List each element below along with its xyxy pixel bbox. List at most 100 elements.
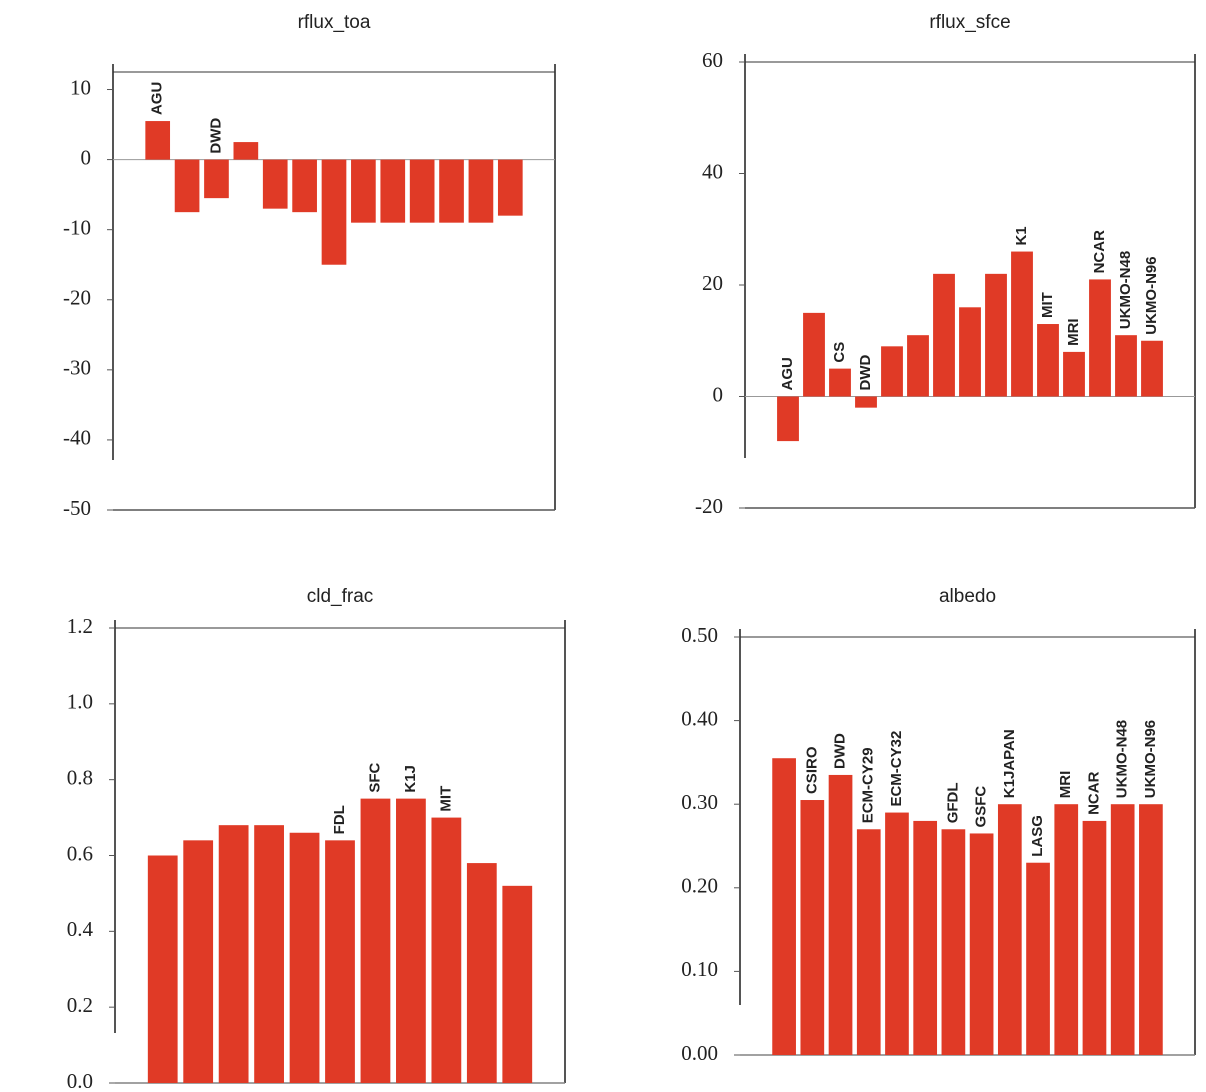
- bar: [233, 142, 259, 160]
- category-label: NCAR: [1091, 230, 1108, 273]
- y-tick-label: -20: [63, 286, 91, 310]
- bar: [174, 159, 200, 213]
- bar: [969, 833, 994, 1055]
- chart-title: rflux_sfce: [929, 12, 1010, 33]
- y-tick-label: -30: [63, 356, 91, 380]
- category-label: UKMO-N96: [1143, 256, 1160, 334]
- bar: [396, 798, 426, 1083]
- bar: [1082, 820, 1107, 1055]
- category-label: AGU: [779, 357, 796, 390]
- category-label: LASG: [1029, 815, 1046, 857]
- bar: [997, 804, 1022, 1055]
- bar: [941, 829, 966, 1055]
- y-tick-label: 0.6: [67, 841, 93, 865]
- chart-title: albedo: [939, 586, 996, 607]
- category-label: K1J: [402, 765, 419, 793]
- bar: [959, 307, 981, 397]
- category-label: AGU: [149, 82, 166, 115]
- bar: [1026, 862, 1050, 1055]
- bar: [907, 335, 929, 397]
- bar: [497, 159, 523, 216]
- y-tick-label: -10: [63, 215, 91, 239]
- category-label: UKMO-N48: [1114, 720, 1131, 798]
- y-tick-label: -50: [63, 496, 91, 520]
- bar: [466, 863, 497, 1083]
- y-tick-label: 0.50: [681, 623, 718, 647]
- bar: [933, 273, 955, 397]
- bar: [147, 855, 178, 1083]
- chart-title: cld_frac: [307, 586, 374, 607]
- y-tick-label: 0.10: [681, 957, 718, 981]
- bar: [183, 840, 214, 1083]
- category-label: MIT: [437, 786, 454, 812]
- bar: [204, 159, 229, 199]
- category-label: CS: [831, 342, 848, 363]
- category-label: ECM-CY29: [860, 747, 877, 823]
- bar: [439, 159, 464, 223]
- y-tick-label: 0.00: [681, 1041, 718, 1065]
- bar: [881, 346, 903, 397]
- category-label: K1JAPAN: [1001, 729, 1018, 798]
- y-tick-label: 40: [702, 159, 723, 183]
- category-label: DWD: [832, 733, 849, 769]
- bar: [1089, 279, 1111, 397]
- y-tick-label: 20: [702, 271, 723, 295]
- bar: [254, 825, 284, 1083]
- category-label: GFDL: [944, 782, 961, 823]
- bar: [1011, 251, 1033, 397]
- bar: [800, 800, 825, 1055]
- bar: [409, 159, 435, 223]
- bar: [262, 159, 288, 209]
- y-tick-label: 0.0: [67, 1069, 93, 1092]
- bar: [985, 273, 1007, 397]
- y-tick-label: 0.40: [681, 706, 718, 730]
- y-tick-label: 0: [81, 145, 92, 169]
- y-tick-label: -20: [695, 494, 723, 518]
- y-tick-label: 0.2: [67, 993, 93, 1017]
- y-tick-label: 10: [70, 75, 91, 99]
- y-tick-label: -40: [63, 426, 91, 450]
- chart-title: rflux_toa: [298, 12, 371, 33]
- bar: [502, 885, 533, 1083]
- bar: [856, 829, 881, 1055]
- y-tick-label: 0: [713, 382, 724, 406]
- category-label: ECM-CY32: [888, 731, 905, 807]
- bar: [351, 159, 376, 223]
- bar: [1115, 335, 1137, 397]
- bar: [855, 396, 877, 408]
- bar: [321, 159, 347, 265]
- bar: [431, 817, 462, 1083]
- category-label: DWD: [857, 355, 874, 391]
- bar: [360, 798, 391, 1083]
- bar: [289, 832, 320, 1083]
- bar: [913, 820, 938, 1055]
- category-label: SFC: [366, 762, 383, 792]
- bar: [1110, 804, 1135, 1055]
- y-tick-label: 0.30: [681, 790, 718, 814]
- bar: [885, 812, 909, 1055]
- category-label: GSFC: [973, 786, 990, 828]
- bar: [145, 121, 171, 160]
- category-label: MRI: [1057, 771, 1074, 799]
- y-tick-label: 1.0: [67, 690, 93, 714]
- bar: [828, 774, 853, 1055]
- category-label: UKMO-N48: [1117, 251, 1134, 329]
- bar: [772, 758, 796, 1055]
- category-label: MRI: [1065, 318, 1082, 346]
- y-tick-label: 0.20: [681, 874, 718, 898]
- category-label: MIT: [1039, 292, 1056, 318]
- category-label: K1: [1013, 226, 1030, 245]
- bar: [1141, 340, 1163, 397]
- category-label: NCAR: [1085, 771, 1102, 814]
- category-label: DWD: [207, 118, 224, 154]
- bar: [829, 368, 851, 397]
- category-label: CSIRO: [803, 746, 820, 794]
- category-label: UKMO-N96: [1142, 720, 1159, 798]
- bar: [777, 396, 799, 442]
- bar: [468, 159, 494, 223]
- bar: [380, 159, 406, 223]
- bar: [218, 825, 249, 1083]
- y-tick-label: 1.2: [67, 614, 93, 638]
- y-tick-label: 0.4: [67, 917, 94, 941]
